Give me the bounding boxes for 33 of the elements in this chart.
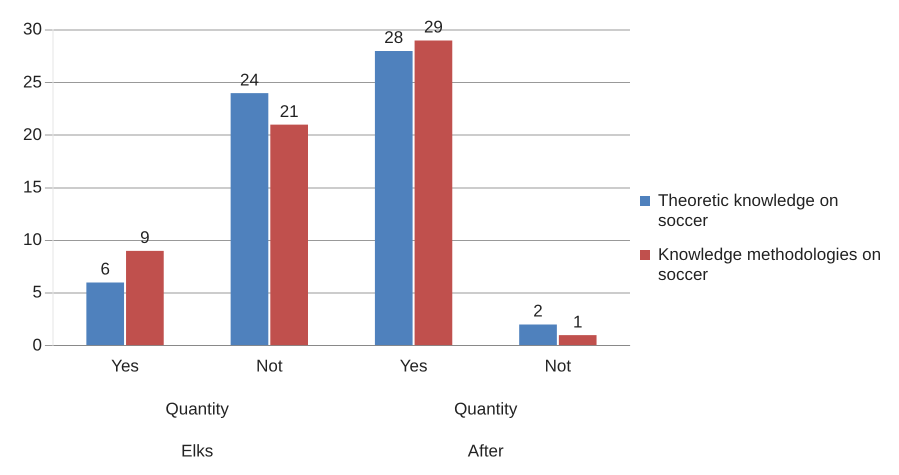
x-tick-label: Not bbox=[544, 356, 572, 376]
bar bbox=[230, 93, 268, 346]
y-tick-label: 10 bbox=[22, 230, 42, 250]
data-label: 24 bbox=[240, 70, 259, 90]
bar bbox=[374, 51, 413, 346]
bar bbox=[126, 250, 164, 346]
y-tick-label: 15 bbox=[22, 177, 42, 196]
data-label: 28 bbox=[384, 28, 404, 48]
bar bbox=[86, 282, 124, 346]
text: Quantity bbox=[166, 400, 230, 419]
text: Quantity bbox=[454, 400, 518, 419]
data-label: 6 bbox=[100, 260, 110, 279]
text: Elks bbox=[181, 442, 214, 461]
data-label: 1 bbox=[572, 312, 582, 332]
x-tick-label: Yes bbox=[111, 356, 139, 376]
y-tick-label: 30 bbox=[22, 20, 42, 39]
legend-label: Knowledge methodologies on soccer bbox=[658, 244, 882, 284]
y-tick-label: 25 bbox=[22, 72, 42, 92]
bar bbox=[270, 124, 308, 346]
data-label: 2 bbox=[533, 302, 543, 321]
y-tick-label: 5 bbox=[32, 282, 42, 302]
y-tick-label: 20 bbox=[22, 124, 42, 144]
bar bbox=[414, 40, 452, 346]
x-tick-label: Yes bbox=[400, 356, 428, 376]
text: After bbox=[468, 442, 504, 461]
bar bbox=[519, 324, 557, 346]
bar bbox=[558, 335, 597, 346]
data-label: 21 bbox=[280, 102, 299, 121]
data-label: 9 bbox=[140, 228, 150, 248]
y-tick-label: 0 bbox=[32, 335, 42, 354]
x-tick-label: Not bbox=[256, 356, 283, 376]
legend-label: Theoretic knowledge on soccer bbox=[658, 190, 840, 230]
data-label: 29 bbox=[424, 18, 443, 37]
